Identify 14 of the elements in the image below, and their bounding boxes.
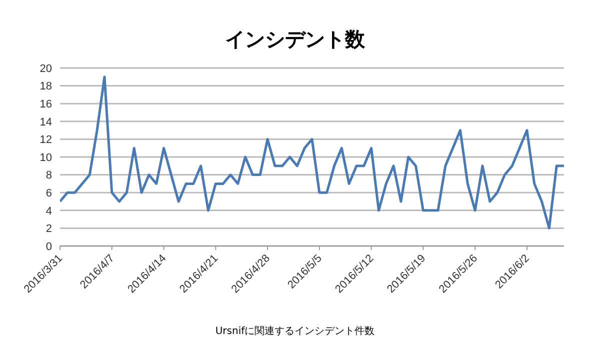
y-tick-label: 4	[46, 205, 52, 218]
text: Ursnifに関連するインシデント件数	[214, 324, 376, 338]
line-series	[60, 76, 564, 230]
y-tick-label: 18	[40, 80, 52, 93]
y-tick-label: 2	[46, 223, 52, 236]
chart-title: インシデント数	[224, 26, 366, 53]
y-tick-label: 14	[40, 116, 52, 128]
y-tick-label: 20	[40, 62, 52, 75]
y-tick-label: 10	[40, 152, 52, 164]
y-tick-label: 6	[46, 188, 52, 200]
y-tick-label: 0	[46, 240, 52, 253]
y-tick-label: 16	[40, 98, 52, 111]
y-tick-label: 8	[46, 170, 52, 182]
y-tick-label: 12	[40, 134, 52, 146]
